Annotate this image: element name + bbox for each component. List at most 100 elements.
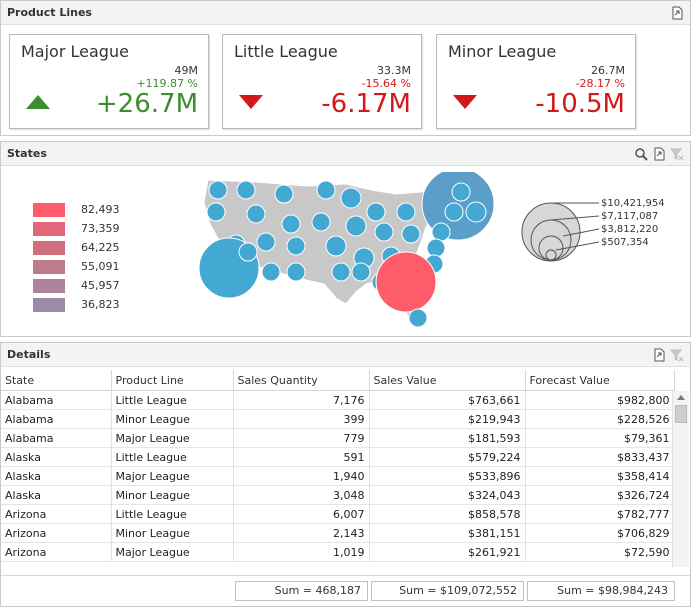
state-bubble[interactable] xyxy=(340,187,362,209)
column-header-sales-quantity[interactable]: Sales Quantity xyxy=(233,370,370,391)
state-bubble[interactable] xyxy=(465,201,487,223)
state-bubble[interactable] xyxy=(375,251,437,313)
card-minor-league[interactable]: Minor League 26.7M -28.17 % -10.5M xyxy=(436,34,636,129)
cell-sales-quantity: 6,007 xyxy=(233,504,370,524)
legend-swatch xyxy=(33,202,65,217)
state-bubble[interactable] xyxy=(281,214,301,234)
cell-sales-quantity: 1,019 xyxy=(233,542,370,562)
state-bubble[interactable] xyxy=(401,224,421,244)
table-row[interactable]: Arizona Little League 6,007 $858,578 $782,77… xyxy=(1,504,675,524)
states-panel: States 82,493 73,359 64,225 55,091 45,95… xyxy=(0,141,691,337)
vertical-scrollbar[interactable] xyxy=(672,391,689,567)
state-bubble[interactable] xyxy=(325,235,347,257)
cell-sales-quantity: 399 xyxy=(233,409,370,429)
state-bubble[interactable] xyxy=(246,204,266,224)
state-bubble[interactable] xyxy=(345,215,367,237)
cell-product-line: Major League xyxy=(111,428,234,448)
legend-label: 73,359 xyxy=(81,222,120,235)
table-row[interactable]: Arizona Major League 1,019 $261,921 $72,590 xyxy=(1,542,675,562)
cell-sales-quantity: 591 xyxy=(233,447,370,467)
table-row[interactable]: Alabama Major League 779 $181,593 $79,361 xyxy=(1,428,675,448)
cell-state: Alaska xyxy=(1,447,112,467)
legend-swatch xyxy=(33,240,65,255)
product-lines-panel: Product Lines Major League 49M +119.87 %… xyxy=(0,0,691,136)
export-icon[interactable] xyxy=(670,6,684,20)
state-bubble[interactable] xyxy=(426,238,446,258)
state-bubble[interactable] xyxy=(331,262,351,282)
table-row[interactable]: Alabama Little League 7,176 $763,661 $982,80… xyxy=(1,390,675,410)
state-bubble[interactable] xyxy=(408,308,428,328)
table-row[interactable]: Alabama Minor League 399 $219,943 $228,526 xyxy=(1,409,675,429)
cell-product-line: Major League xyxy=(111,466,234,486)
cell-product-line: Little League xyxy=(111,447,234,467)
column-header-state[interactable]: State xyxy=(1,370,112,391)
state-bubble[interactable] xyxy=(316,180,336,200)
arrow-down-icon xyxy=(453,95,477,109)
us-bubble-map[interactable] xyxy=(196,172,496,332)
panel-title: Product Lines xyxy=(7,6,92,19)
column-header-product-line[interactable]: Product Line xyxy=(111,370,234,391)
scrollbar-thumb[interactable] xyxy=(675,405,687,423)
state-bubble[interactable] xyxy=(238,242,258,262)
card-target: 49M xyxy=(174,64,199,77)
card-major-league[interactable]: Major League 49M +119.87 % +26.7M xyxy=(9,34,209,129)
legend-item: 64,225 xyxy=(33,238,120,257)
legend-swatch xyxy=(33,297,65,312)
state-bubble[interactable] xyxy=(206,202,226,222)
card-list: Major League 49M +119.87 % +26.7M Little… xyxy=(9,34,682,130)
cell-forecast-value: $228,526 xyxy=(525,409,675,429)
card-value: -6.17M xyxy=(321,89,411,119)
state-bubble[interactable] xyxy=(274,184,294,204)
state-bubble[interactable] xyxy=(311,212,331,232)
legend-item: 82,493 xyxy=(33,200,120,219)
legend-label: 64,225 xyxy=(81,241,120,254)
card-delta: +119.87 % xyxy=(136,77,198,90)
state-bubble[interactable] xyxy=(236,180,256,200)
state-bubble[interactable] xyxy=(366,202,386,222)
state-bubble[interactable] xyxy=(286,236,306,256)
cell-state: Alaska xyxy=(1,485,112,505)
state-bubble[interactable] xyxy=(431,222,451,242)
bubble-layer xyxy=(198,172,495,328)
card-title: Major League xyxy=(21,42,129,61)
state-bubble[interactable] xyxy=(444,202,464,222)
table-row[interactable]: Alaska Minor League 3,048 $324,043 $326,724 xyxy=(1,485,675,505)
cell-sales-value: $381,151 xyxy=(369,523,526,543)
details-table: State Product Line Sales Quantity Sales … xyxy=(1,370,675,562)
table-row[interactable]: Alaska Little League 591 $579,224 $833,437 xyxy=(1,447,675,467)
total-sales-value: Sum = $109,072,552 xyxy=(371,581,524,601)
states-header: States xyxy=(1,142,690,166)
state-bubble[interactable] xyxy=(351,262,371,282)
state-bubble[interactable] xyxy=(396,202,416,222)
card-value: +26.7M xyxy=(95,89,198,119)
card-target: 33.3M xyxy=(377,64,411,77)
column-header-forecast-value[interactable]: Forecast Value xyxy=(525,370,675,391)
state-bubble[interactable] xyxy=(451,182,471,202)
clear-filter-icon[interactable] xyxy=(670,147,684,161)
card-value: -10.5M xyxy=(535,89,625,119)
table-row[interactable]: Alaska Major League 1,940 $533,896 $358,414 xyxy=(1,466,675,486)
total-forecast-value: Sum = $98,984,243 xyxy=(527,581,675,601)
column-header-sales-value[interactable]: Sales Value xyxy=(369,370,526,391)
arrow-down-icon xyxy=(239,95,263,109)
state-bubble[interactable] xyxy=(261,262,281,282)
card-little-league[interactable]: Little League 33.3M -15.64 % -6.17M xyxy=(222,34,422,129)
state-bubble[interactable] xyxy=(256,232,276,252)
state-bubble[interactable] xyxy=(208,180,228,200)
cell-sales-value: $324,043 xyxy=(369,485,526,505)
card-title: Little League xyxy=(234,42,338,61)
state-bubble[interactable] xyxy=(286,262,306,282)
legend-swatch xyxy=(33,221,65,236)
size-legend-label: $507,354 xyxy=(601,237,649,248)
table-row[interactable]: Arizona Minor League 2,143 $381,151 $706,829 xyxy=(1,523,675,543)
export-icon[interactable] xyxy=(652,348,666,362)
size-legend-label: $7,117,087 xyxy=(601,211,658,222)
zoom-icon[interactable] xyxy=(634,147,648,161)
legend-label: 45,957 xyxy=(81,279,120,292)
cell-product-line: Minor League xyxy=(111,523,234,543)
export-icon[interactable] xyxy=(652,147,666,161)
state-bubble[interactable] xyxy=(374,222,394,242)
clear-filter-icon[interactable] xyxy=(670,348,684,362)
scroll-up-icon[interactable] xyxy=(677,395,685,400)
cell-forecast-value: $782,777 xyxy=(525,504,675,524)
